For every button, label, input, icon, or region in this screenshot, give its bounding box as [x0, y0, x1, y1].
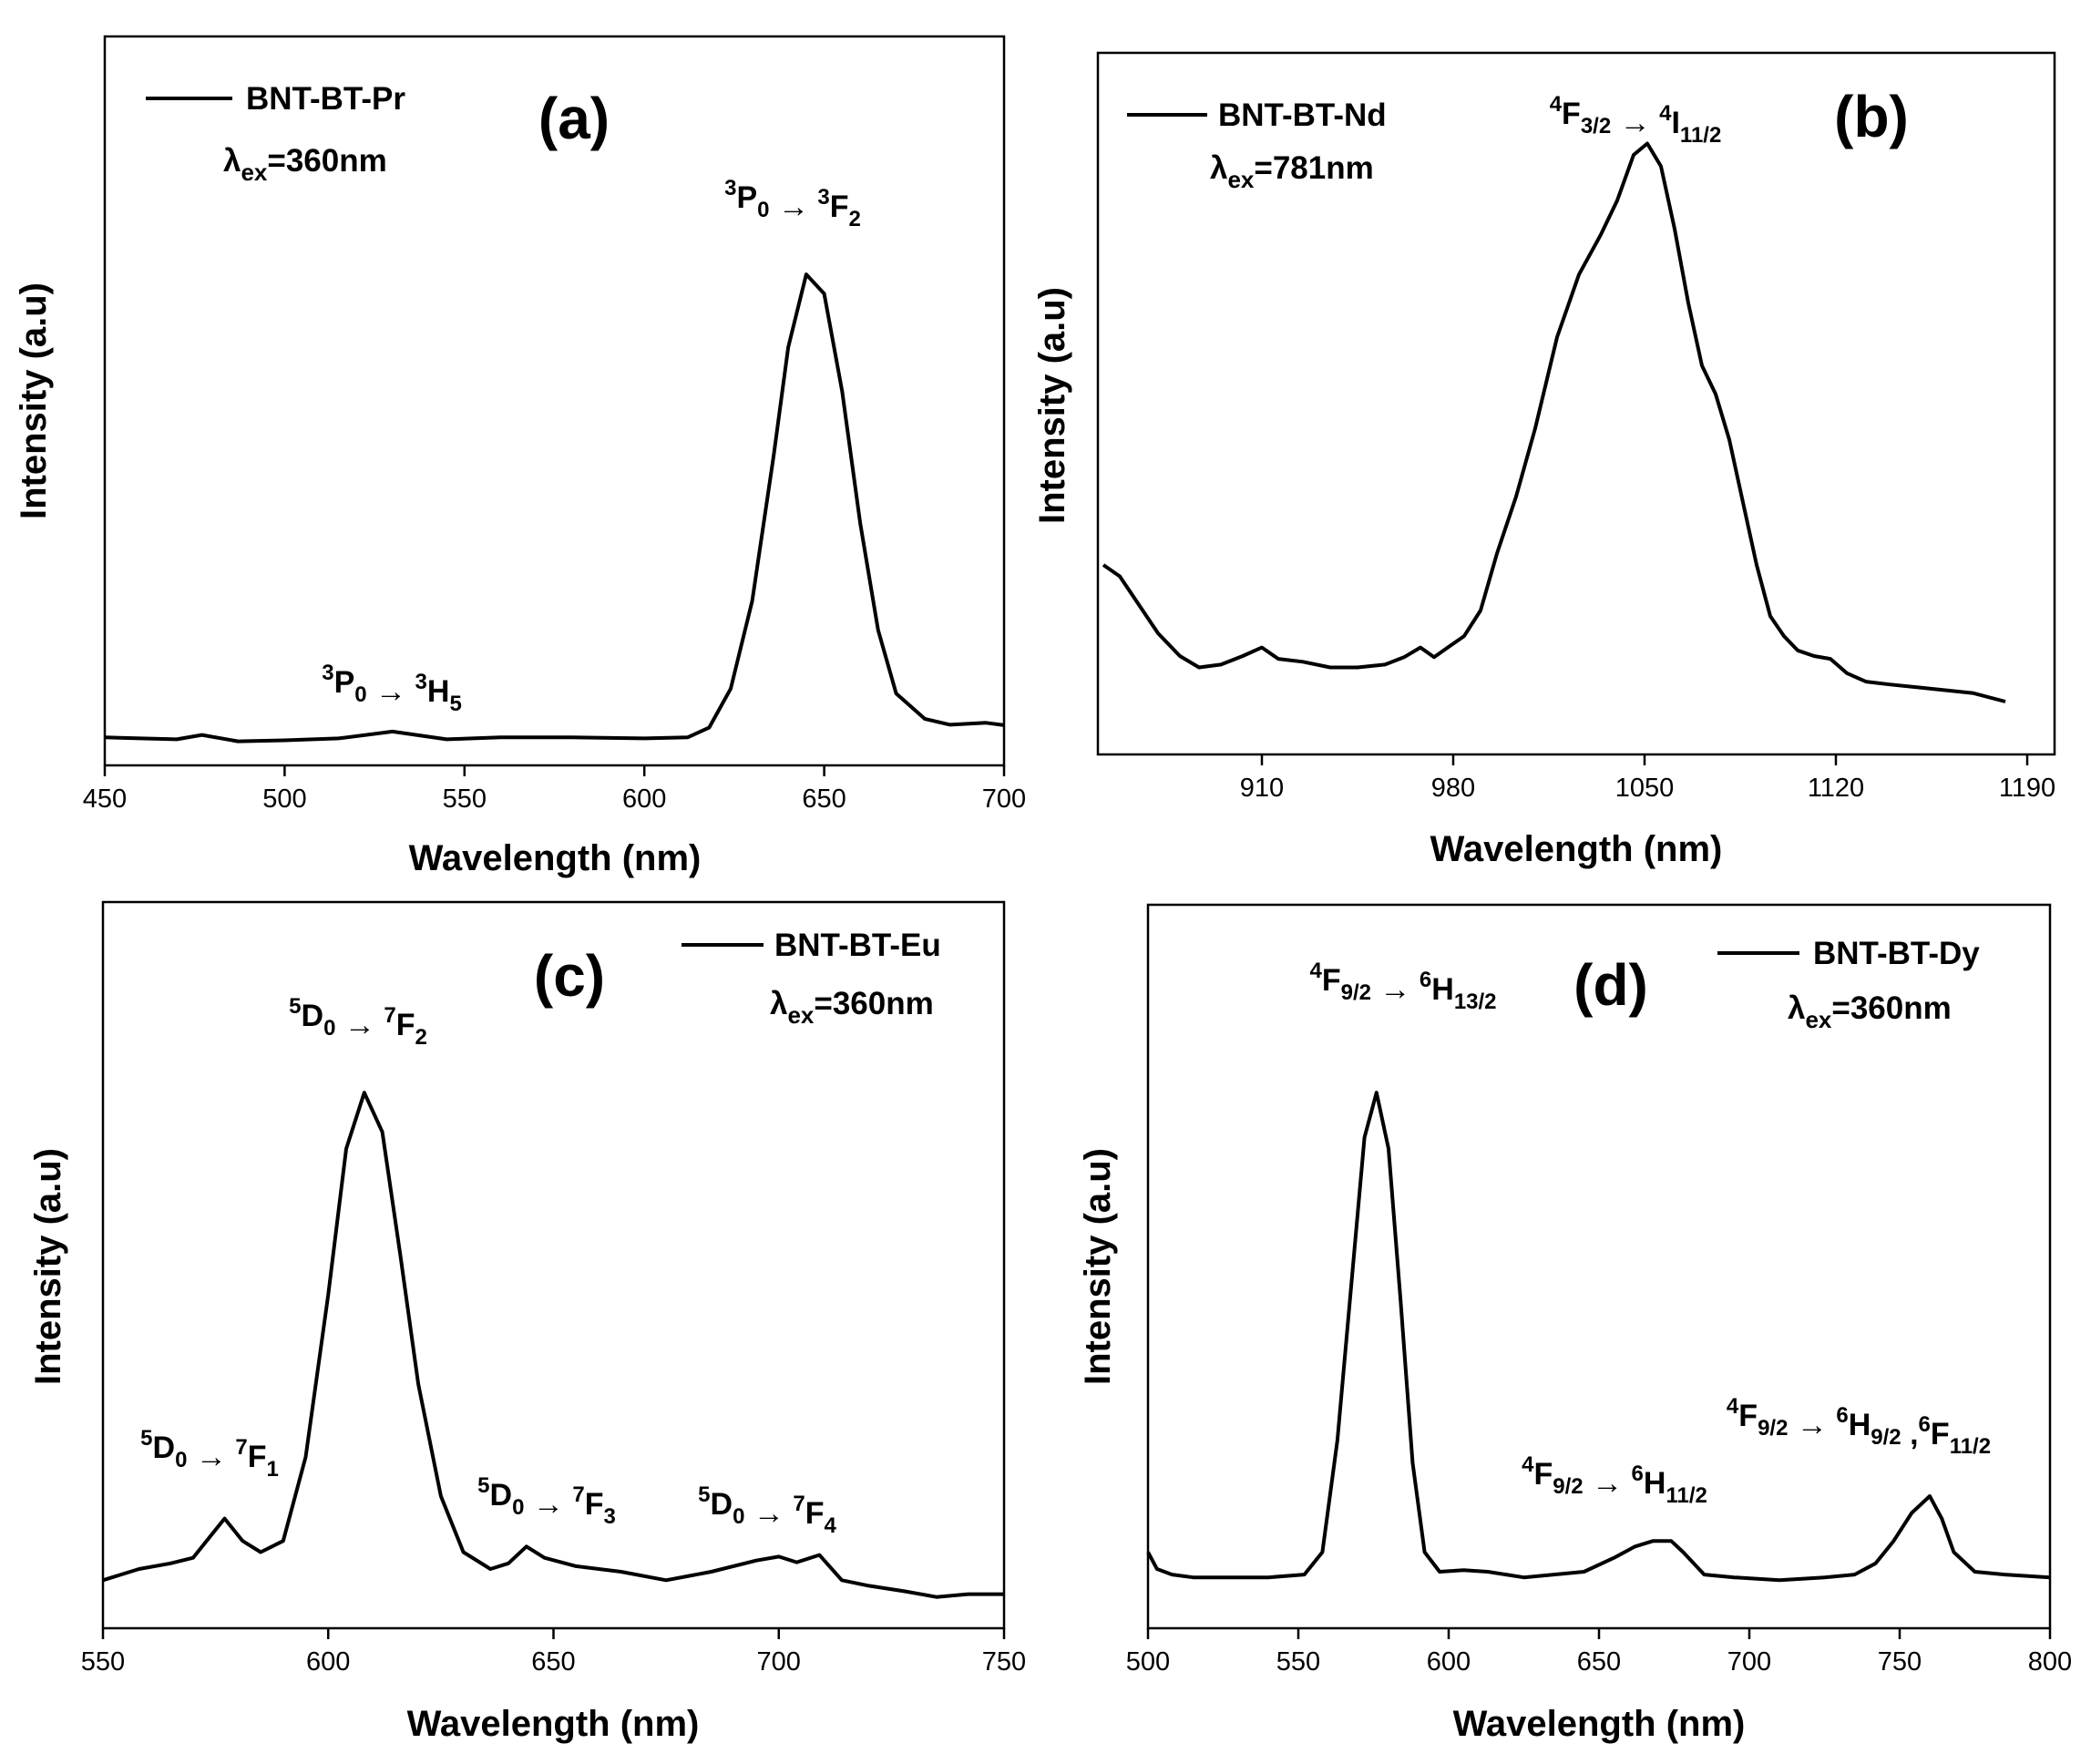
legend-label: BNT-BT-Pr — [246, 81, 405, 117]
x-tick-label: 500 — [262, 785, 306, 814]
x-axis-title: Wavelength (nm) — [407, 1704, 700, 1744]
y-axis-title: Intensity (a.u) — [1032, 287, 1072, 524]
x-tick-label: 700 — [982, 785, 1026, 814]
transition-label: 4F9/2 → 6H13/2 — [1309, 959, 1496, 1014]
x-tick-label: 750 — [1878, 1647, 1922, 1677]
transition-label: 5D0 → 7F2 — [289, 994, 427, 1050]
transition-label: 4F9/2 → 6H11/2 — [1522, 1452, 1707, 1508]
x-tick-label: 650 — [1577, 1647, 1621, 1677]
series-line-BNT-BT-Nd — [1102, 141, 2006, 703]
transition-label: 5D0 → 7F4 — [698, 1482, 836, 1538]
series-line-BNT-BT-Pr — [104, 272, 1005, 744]
legend-label: BNT-BT-Dy — [1813, 936, 1980, 971]
excitation-label: λex=781nm — [1210, 150, 1374, 193]
plot-frame — [103, 35, 1006, 767]
chart-panel-3: 550 600 650 700 750 Wavelength (nm) Intensity … — [28, 900, 1026, 1744]
chart-panel-4: 500 550 600 650 700 750 800 Wavelength (nm) Inte… — [1078, 903, 2072, 1744]
x-tick-label: 550 — [1276, 1647, 1320, 1677]
x-tick-label: 650 — [802, 785, 846, 814]
x-tick-label: 1050 — [1615, 774, 1675, 803]
excitation-label: λex=360nm — [770, 986, 934, 1029]
x-tick-label: 910 — [1240, 774, 1284, 803]
transition-label: 4F3/2 → 4I11/2 — [1550, 92, 1722, 148]
x-tick-label: 550 — [81, 1647, 125, 1677]
transition-label: 4F9/2 → 6H9/2 ,6F11/2 — [1727, 1394, 1991, 1459]
transition-label: 5D0 → 7F1 — [140, 1426, 279, 1482]
x-tick-label: 800 — [2028, 1647, 2072, 1677]
transition-label: 5D0 → 7F3 — [477, 1473, 616, 1529]
chart-panel-1: 450 500 550 600 650 700 Wavelength (nm) Intensi… — [14, 35, 1026, 878]
x-tick-label: 500 — [1126, 1647, 1170, 1677]
y-axis-title: Intensity (a.u) — [14, 282, 54, 519]
series-line-BNT-BT-Eu — [102, 1091, 1004, 1599]
panel-tag: (b) — [1834, 84, 1909, 149]
x-tick-label: 1190 — [1999, 774, 2055, 803]
x-tick-label: 980 — [1431, 774, 1475, 803]
y-axis-title: Intensity (a.u) — [1078, 1148, 1118, 1385]
chart-panel-2: 910 980 1050 1120 1190 Wavelength (nm) Intensi… — [1032, 51, 2056, 869]
panel-tag: (c) — [534, 943, 605, 1009]
x-tick-label: 1120 — [1808, 774, 1864, 803]
x-tick-label: 550 — [443, 785, 487, 814]
x-tick-label: 600 — [306, 1647, 350, 1677]
series-line-BNT-BT-Dy — [1146, 1091, 2051, 1583]
legend-label: BNT-BT-Nd — [1218, 97, 1387, 133]
x-tick-label: 450 — [83, 785, 127, 814]
transition-label: 3P0 → 3H5 — [322, 661, 462, 716]
x-axis-title: Wavelength (nm) — [1453, 1704, 1746, 1744]
x-tick-label: 600 — [1427, 1647, 1471, 1677]
transition-label: 3P0 → 3F2 — [724, 176, 861, 231]
x-axis-title: Wavelength (nm) — [1430, 829, 1723, 869]
x-tick-label: 650 — [531, 1647, 575, 1677]
legend-label: BNT-BT-Eu — [774, 928, 941, 963]
y-axis-title: Intensity (a.u) — [28, 1148, 68, 1385]
x-tick-label: 700 — [757, 1647, 801, 1677]
panel-tag: (d) — [1573, 952, 1648, 1018]
x-axis-title: Wavelength (nm) — [409, 838, 702, 878]
x-tick-label: 750 — [982, 1647, 1026, 1677]
x-tick-label: 700 — [1727, 1647, 1771, 1677]
panel-tag: (a) — [538, 86, 610, 151]
excitation-label: λex=360nm — [1788, 990, 1952, 1033]
plot-frame — [1096, 51, 2056, 756]
excitation-label: λex=360nm — [223, 143, 387, 186]
x-tick-label: 600 — [622, 785, 666, 814]
